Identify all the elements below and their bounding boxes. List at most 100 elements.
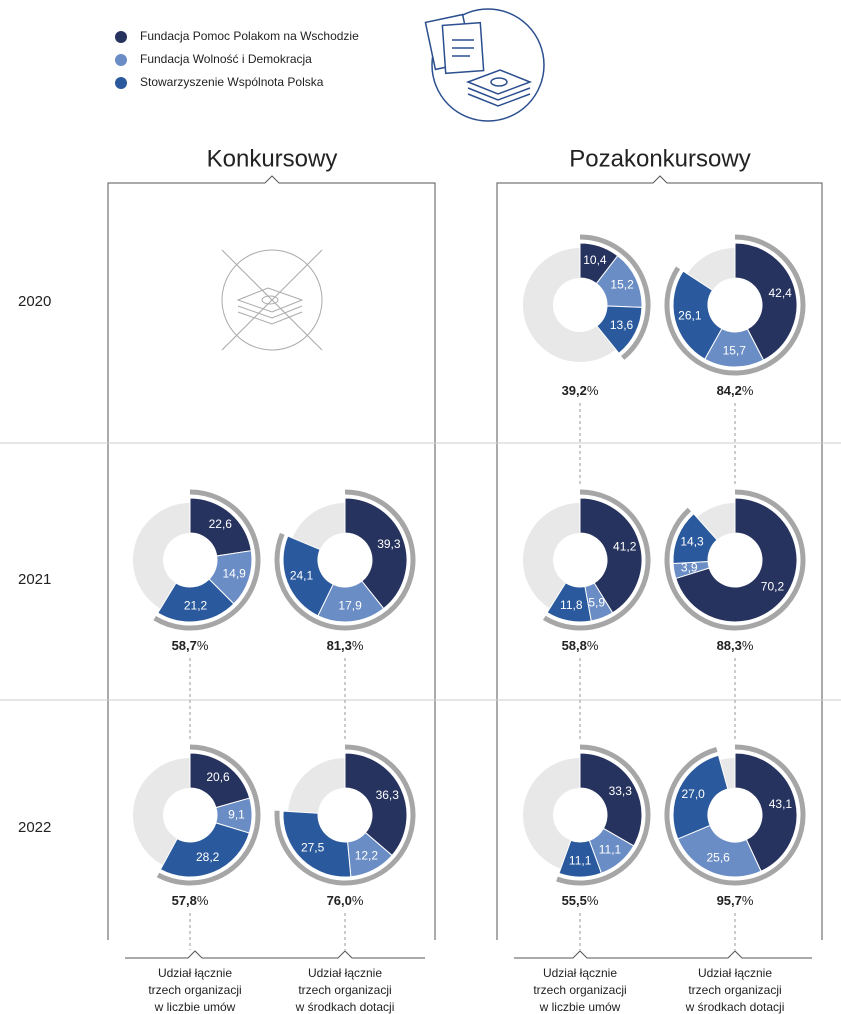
- remainder: [687, 248, 735, 291]
- segment-label: 17,9: [338, 598, 362, 612]
- segment-label: 27,5: [301, 841, 325, 855]
- segment-label: 13,6: [610, 318, 634, 332]
- total-unit: %: [197, 893, 209, 908]
- segment-label: 36,3: [376, 788, 400, 802]
- total-ring: [156, 744, 261, 886]
- total-label: 84,2%: [717, 383, 754, 398]
- segment: [282, 535, 334, 617]
- total-ring: [542, 489, 651, 631]
- caption: Udział łącznie: [698, 966, 772, 980]
- segment-label: 43,1: [769, 797, 793, 811]
- total-unit: %: [587, 383, 599, 398]
- segment-label: 28,2: [196, 850, 220, 864]
- column-header: Konkursowy: [207, 145, 338, 172]
- total-unit: %: [197, 638, 209, 653]
- caption: Udział łącznie: [308, 966, 382, 980]
- total-value: 55,5: [562, 893, 587, 908]
- segment: [734, 752, 798, 872]
- segment-label: 33,3: [609, 784, 633, 798]
- segment: [344, 752, 408, 857]
- caption: Udział łącznie: [158, 966, 232, 980]
- remainder: [288, 758, 345, 814]
- segment-label: 14,9: [222, 567, 246, 581]
- caption: trzech organizacji: [533, 983, 626, 997]
- column-header: Pozakonkursowy: [569, 145, 750, 172]
- segment-label: 21,2: [184, 598, 208, 612]
- segment-label: 9,1: [228, 808, 245, 822]
- total-ring: [274, 489, 416, 631]
- segment: [159, 822, 250, 878]
- total-ring: [153, 489, 261, 631]
- legend-label: Stowarzyszenie Wspólnota Polska: [140, 75, 324, 89]
- segment: [546, 582, 592, 623]
- segment-label: 14,3: [680, 534, 704, 548]
- remainder: [523, 758, 580, 869]
- segment: [579, 752, 643, 847]
- total-label: 95,7%: [717, 893, 754, 908]
- legend-swatch: [115, 77, 127, 89]
- segment-label: 5,9: [588, 596, 605, 610]
- segment-label: 70,2: [761, 580, 785, 594]
- total-value: 39,2: [562, 383, 587, 398]
- remainder: [522, 503, 580, 609]
- segment-label: 26,1: [678, 308, 702, 322]
- total-label: 76,0%: [327, 893, 364, 908]
- segment: [282, 810, 352, 878]
- segment: [672, 513, 718, 565]
- total-label: 81,3%: [327, 638, 364, 653]
- total-value: 84,2: [717, 383, 742, 398]
- frames: [107, 175, 823, 959]
- segment: [157, 578, 235, 623]
- donut: 42,4 15,7 26,1 84,2%: [664, 234, 806, 486]
- remainder: [292, 503, 345, 550]
- segment-label: 41,2: [613, 539, 637, 553]
- segment-label: 11,8: [560, 598, 583, 612]
- total-value: 57,8: [172, 893, 197, 908]
- donut: 41,2 5,9 11,8 58,8%: [522, 489, 651, 741]
- total-ring: [664, 234, 806, 376]
- caption: w środkach dotacji: [295, 1000, 395, 1014]
- caption: trzech organizacji: [688, 983, 781, 997]
- total-ring: [664, 489, 806, 631]
- charts: Fundacja Pomoc Polakom na Wschodzie Funda…: [18, 29, 806, 1014]
- legend-label: Fundacja Pomoc Polakom na Wschodzie: [140, 29, 359, 43]
- donut: 10,415,2 13,6 39,2%: [522, 234, 651, 486]
- total-unit: %: [352, 893, 364, 908]
- row-label: 2021: [18, 571, 51, 588]
- donut: 36,3 12,2 27,5 76,0%: [274, 744, 416, 950]
- total-label: 57,8%: [172, 893, 209, 908]
- donut: 20,6 9,1 28,2 57,8%: [132, 744, 261, 950]
- row-label: 2022: [18, 819, 51, 836]
- total-label: 88,3%: [717, 638, 754, 653]
- total-value: 88,3: [717, 638, 742, 653]
- segment-label: 15,7: [723, 344, 747, 358]
- donut: 33,3 11,1 11,1 55,5%: [523, 744, 651, 950]
- total-unit: %: [742, 893, 754, 908]
- segment-label: 20,6: [206, 770, 230, 784]
- segment: [558, 839, 603, 878]
- segment-label: 27,0: [681, 787, 705, 801]
- segment-label: 11,1: [569, 854, 592, 868]
- donut: 43,1 25,6 27,0 95,7%: [664, 744, 806, 950]
- caption: Udział łącznie: [543, 966, 617, 980]
- segment: [677, 824, 762, 878]
- donut: 22,6 14,9 21,2 58,7%: [132, 489, 261, 741]
- total-unit: %: [587, 638, 599, 653]
- segment: [579, 497, 643, 614]
- segment-label: 3,9: [681, 560, 698, 574]
- row-separators: [0, 442, 841, 701]
- segment-label: 39,3: [377, 537, 401, 551]
- total-unit: %: [742, 638, 754, 653]
- caption: trzech organizacji: [298, 983, 391, 997]
- segment: [596, 305, 643, 354]
- no-data-icon: [221, 249, 323, 351]
- total-label: 55,5%: [562, 893, 599, 908]
- legend-label: Fundacja Wolność i Demokracja: [140, 52, 312, 66]
- total-ring: [274, 744, 416, 886]
- legend-swatch: [115, 54, 127, 66]
- total-label: 58,8%: [562, 638, 599, 653]
- segment-label: 24,1: [290, 569, 314, 583]
- remainder: [132, 758, 190, 866]
- total-label: 58,7%: [172, 638, 209, 653]
